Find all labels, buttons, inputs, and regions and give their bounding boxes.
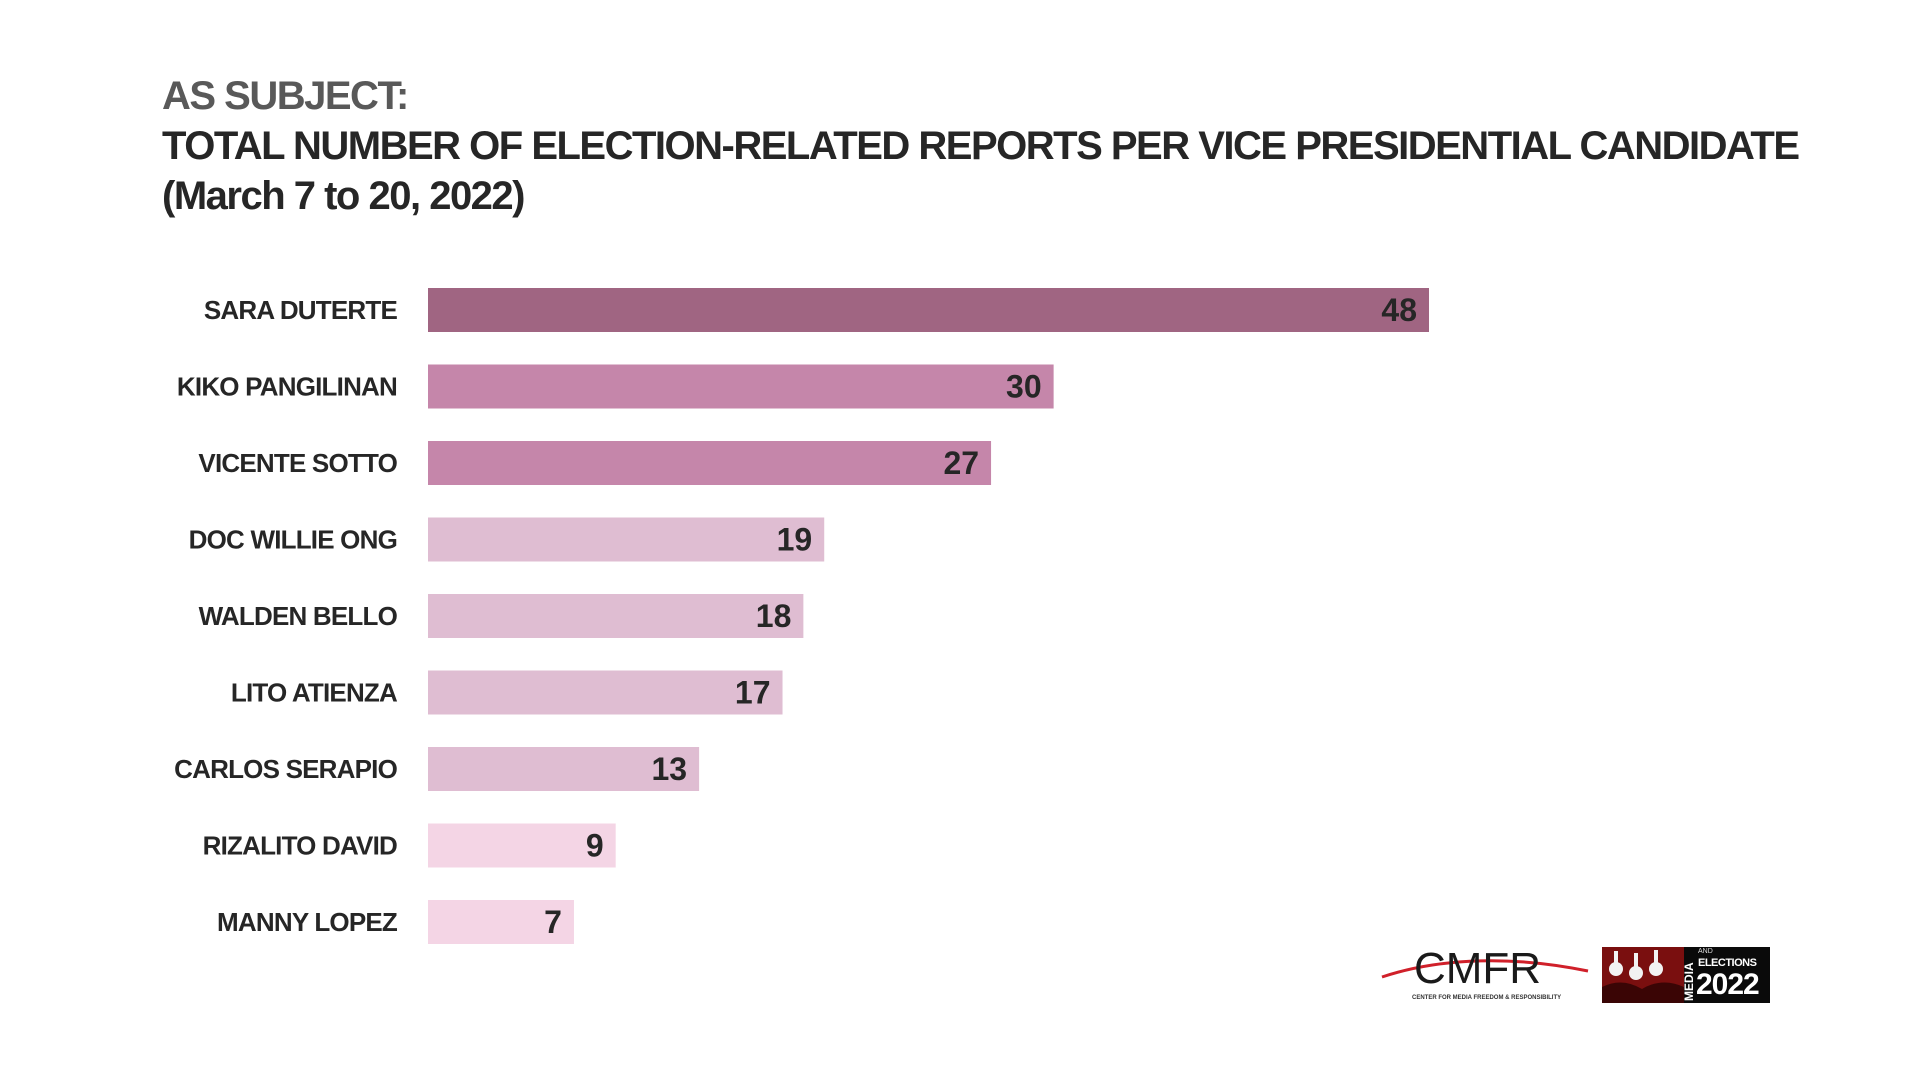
data-label: 30: [1006, 369, 1042, 405]
bar-rizalito-david: [428, 823, 616, 868]
chart-period: (March 7 to 20, 2022): [162, 174, 526, 218]
bar-kiko-pangilinan: [428, 364, 1054, 409]
cmfr-logo: CMFR CENTER FOR MEDIA FREEDOM & RESPONSI…: [1380, 945, 1590, 1007]
bar-lito-atienza: [428, 670, 783, 715]
cmfr-wordmark: CMFR: [1414, 944, 1542, 993]
media-elections-logo: MEDIA AND ELECTIONS 2022: [1602, 947, 1770, 1003]
media-wordmark: MEDIA: [1682, 962, 1696, 1001]
crowd-graphic-icon: [1602, 947, 1684, 1003]
bar-doc-willie-ong: [428, 517, 825, 562]
data-label: 18: [756, 598, 792, 634]
data-label: 17: [735, 675, 771, 711]
category-label: DOC WILLIE ONG: [189, 525, 397, 555]
swoosh-icon: [1381, 959, 1589, 979]
data-label: 48: [1381, 292, 1417, 328]
bar-sara-duterte: [428, 288, 1429, 332]
data-label: 9: [586, 828, 604, 864]
and-wordmark: AND: [1698, 948, 1713, 955]
chart-subtitle: AS SUBJECT:: [162, 74, 409, 118]
bar-vicente-sotto: [428, 441, 992, 485]
category-label: MANNY LOPEZ: [217, 907, 398, 937]
bar-carlos-serapio: [428, 747, 700, 791]
bar-manny-lopez: [428, 900, 574, 944]
category-label: VICENTE SOTTO: [198, 448, 397, 478]
category-label: CARLOS SERAPIO: [174, 754, 397, 784]
category-label: RIZALITO DAVID: [203, 831, 397, 861]
elections-wordmark: ELECTIONS: [1698, 957, 1757, 969]
category-label: KIKO PANGILINAN: [177, 372, 397, 402]
raised-hands-icon: [1602, 950, 1684, 1003]
data-label: 27: [943, 445, 979, 481]
bar-walden-bello: [428, 594, 804, 638]
chart-title: TOTAL NUMBER OF ELECTION-RELATED REPORTS…: [162, 124, 1800, 168]
data-label: 19: [777, 522, 813, 558]
cmfr-tagline: CENTER FOR MEDIA FREEDOM & RESPONSIBILIT…: [1412, 995, 1562, 1001]
data-label: 13: [652, 751, 688, 787]
category-label: LITO ATIENZA: [231, 678, 398, 708]
year-wordmark: 2022: [1696, 968, 1760, 1001]
data-label: 7: [544, 904, 562, 940]
logo-area: CMFR CENTER FOR MEDIA FREEDOM & RESPONSI…: [1380, 945, 1780, 1009]
category-label: SARA DUTERTE: [204, 295, 398, 325]
category-label: WALDEN BELLO: [199, 601, 398, 631]
